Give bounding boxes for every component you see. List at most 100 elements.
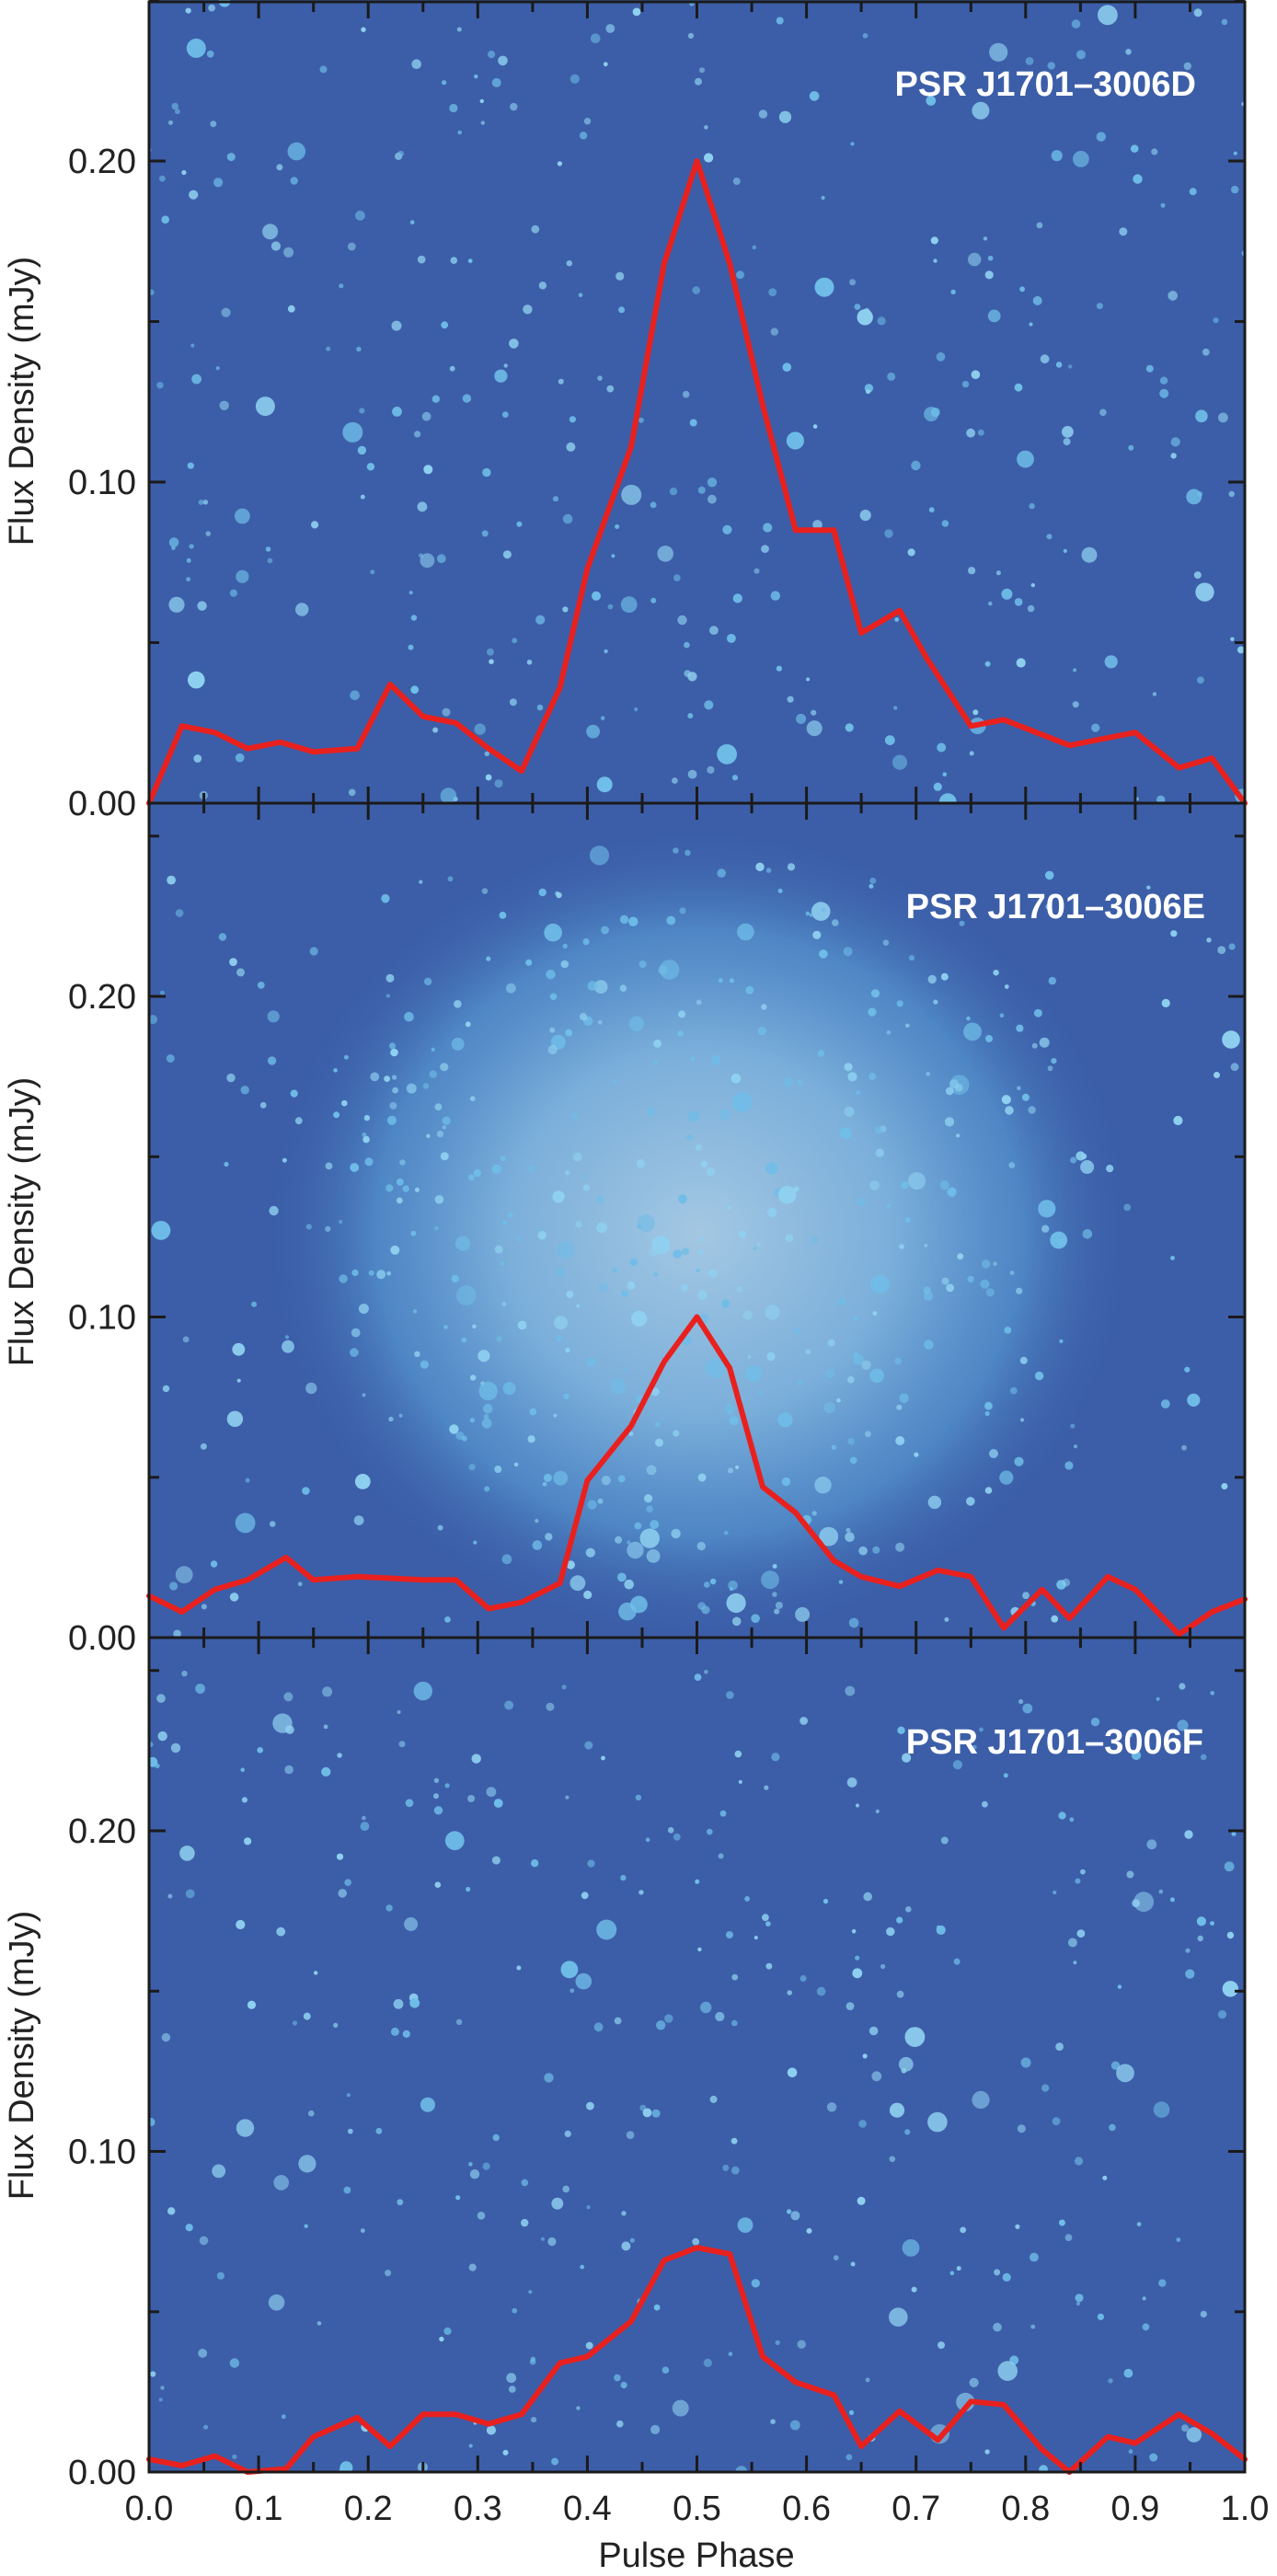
x-axis-label: Pulse Phase	[598, 2536, 794, 2575]
star-dot	[894, 617, 900, 622]
star-dot	[1064, 1461, 1074, 1470]
star-dot	[477, 2212, 486, 2220]
star-dot	[717, 743, 737, 765]
star-dot	[397, 150, 405, 157]
star-dot	[770, 328, 778, 336]
star-dot	[171, 102, 178, 110]
star-dot	[360, 2228, 365, 2234]
star-dot	[1073, 668, 1077, 673]
star-dot	[450, 257, 458, 264]
star-dot	[355, 210, 365, 221]
star-dot	[333, 1068, 338, 1073]
star-dot	[434, 1881, 442, 1888]
star-dot	[985, 1288, 995, 1297]
star-dot	[447, 876, 454, 882]
star-dot	[624, 1579, 634, 1590]
star-dot	[1128, 444, 1134, 451]
star-dot	[695, 77, 702, 86]
star-dot	[1048, 976, 1057, 985]
star-dot	[1108, 2378, 1113, 2384]
star-dot	[877, 316, 886, 326]
star-dot	[553, 1413, 558, 1418]
star-dot	[642, 2108, 652, 2118]
panel-e-stars	[149, 845, 1240, 1638]
star-dot	[930, 236, 938, 245]
star-dot	[710, 1055, 721, 1065]
star-dot	[984, 1487, 993, 1494]
star-dot	[496, 1336, 502, 1342]
star-dot	[408, 644, 414, 650]
star-dot	[827, 1339, 835, 1347]
star-dot	[707, 477, 718, 488]
star-dot	[456, 27, 462, 32]
star-dot	[811, 1236, 819, 1244]
panel-f: PSR J1701–3006F 0.000.100.20 0.0 0.1 0.2 0.…	[3, 1638, 1269, 2575]
star-dot	[889, 2156, 896, 2163]
star-dot	[339, 1274, 348, 1283]
star-dot	[441, 321, 449, 329]
star-dot	[765, 1921, 771, 1927]
star-dot	[844, 1063, 853, 1072]
star-dot	[806, 720, 823, 737]
star-dot	[1070, 1156, 1077, 1164]
star-dot	[669, 488, 678, 496]
star-dot	[735, 2466, 748, 2472]
star-dot	[1168, 291, 1178, 301]
x-tick-label: 0.1	[235, 2490, 283, 2528]
star-dot	[1176, 2237, 1181, 2242]
star-dot	[397, 1710, 401, 1714]
star-dot	[308, 2110, 315, 2117]
star-dot	[993, 1261, 997, 1266]
star-dot	[825, 1369, 834, 1378]
star-dot	[987, 309, 1001, 323]
star-dot	[650, 597, 657, 604]
star-dot	[206, 50, 214, 58]
star-dot	[455, 1236, 471, 1251]
star-dot	[729, 978, 734, 983]
star-dot	[265, 546, 271, 552]
star-dot	[1041, 2084, 1050, 2092]
star-dot	[893, 706, 898, 710]
star-dot	[768, 288, 777, 296]
star-dot	[872, 1311, 878, 1317]
star-dot	[933, 782, 942, 791]
star-dot	[869, 2026, 879, 2036]
star-dot	[303, 2012, 311, 2020]
star-dot	[697, 1249, 704, 1256]
star-dot	[236, 968, 245, 977]
star-dot	[765, 1305, 780, 1320]
star-dot	[486, 956, 491, 961]
star-dot	[1110, 2061, 1121, 2070]
star-dot	[1027, 604, 1035, 613]
star-dot	[294, 1117, 303, 1125]
star-dot	[627, 1540, 631, 1545]
star-dot	[1032, 295, 1042, 305]
star-dot	[493, 1799, 503, 1808]
star-dot	[440, 1063, 449, 1072]
star-dot	[709, 2095, 718, 2103]
star-dot	[726, 1593, 746, 1613]
star-dot	[473, 1540, 477, 1545]
star-dot	[516, 521, 523, 527]
star-dot	[776, 17, 784, 25]
star-dot	[855, 1955, 860, 1961]
x-tick-label: 0.9	[1110, 2490, 1159, 2528]
star-dot	[724, 1404, 735, 1415]
star-dot	[621, 1290, 628, 1297]
star-dot	[562, 943, 568, 949]
star-dot	[1067, 1938, 1077, 1948]
star-dot	[620, 2381, 627, 2389]
star-dot	[504, 1700, 514, 1710]
panel-d-flux-line	[146, 158, 1248, 806]
star-dot	[638, 960, 647, 969]
star-dot	[480, 121, 485, 125]
star-dot	[150, 2371, 156, 2377]
star-dot	[722, 524, 732, 535]
star-dot	[219, 400, 229, 410]
star-dot	[821, 195, 825, 201]
star-dot	[1218, 412, 1228, 423]
star-dot	[731, 775, 739, 781]
star-dot	[902, 1753, 912, 1763]
x-tick-label: 0.7	[892, 2490, 940, 2528]
star-dot	[1161, 998, 1170, 1007]
